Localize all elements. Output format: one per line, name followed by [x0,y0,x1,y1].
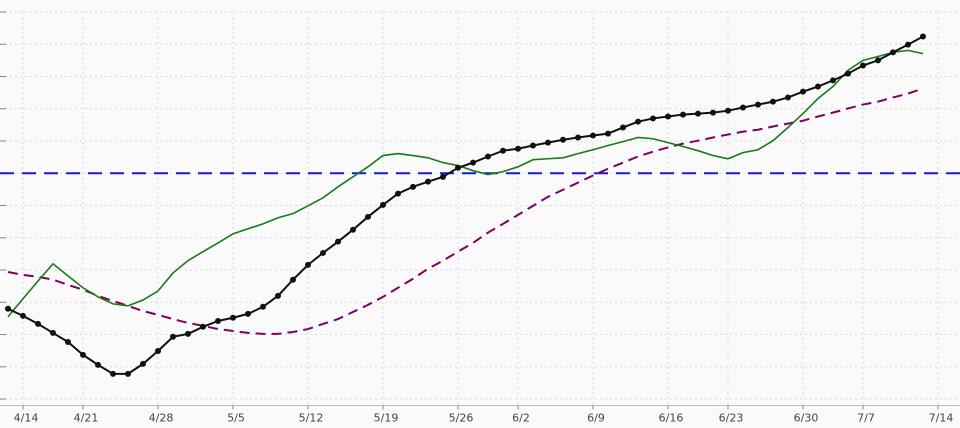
point [680,111,686,118]
point [860,62,866,69]
point [110,370,116,377]
point [455,164,461,171]
x-tick-label: 4/28 [149,412,174,425]
point [170,333,176,340]
point [140,360,146,367]
point [485,153,491,160]
point [740,104,746,111]
point [95,361,101,368]
point [725,107,731,114]
point [440,173,446,180]
x-tick-label: 6/9 [587,412,605,425]
x-tick-label: 6/30 [794,412,819,425]
series-line [7,49,924,318]
x-tick-label: 4/14 [14,412,39,425]
x-tick-label: 5/12 [299,412,324,425]
series-line [7,87,924,335]
point [590,132,596,139]
point [80,351,86,358]
point [530,142,536,149]
x-tick-label: 5/5 [227,412,245,425]
point [800,88,806,95]
point [35,320,41,327]
point [395,190,401,197]
point [125,370,131,377]
point [65,338,71,345]
point [230,314,236,321]
x-tick-label: 7/14 [929,412,954,425]
point [635,118,641,125]
point [155,347,161,354]
point [5,305,11,312]
point [905,41,911,48]
x-tick-label: 7/7 [857,412,875,425]
point [710,109,716,116]
point [785,94,791,101]
x-tick-label: 5/19 [374,412,399,425]
point [875,57,881,64]
point [890,49,896,56]
point [350,226,356,233]
point [770,98,776,105]
point [410,183,416,190]
point [665,113,671,120]
point [335,238,341,245]
point [545,139,551,146]
x-tick-label: 6/2 [512,412,530,425]
point [185,330,191,337]
point [470,159,476,166]
point [755,101,761,108]
point [605,130,611,137]
point [260,303,266,310]
point [275,292,281,299]
point [200,323,206,330]
x-tick-label: 6/16 [659,412,684,425]
point [215,317,221,324]
point [305,261,311,268]
point [575,134,581,141]
x-tick-label: 4/21 [74,412,99,425]
point [425,178,431,185]
point [695,110,701,117]
point [20,312,26,319]
point [830,77,836,84]
point [560,136,566,143]
point [620,124,626,131]
point [365,213,371,220]
point [245,310,251,317]
point [515,145,521,152]
x-tick-label: 5/26 [449,412,474,425]
point [380,201,386,208]
point [650,115,656,122]
point [290,276,296,283]
point [815,83,821,90]
point [500,147,506,154]
point [50,329,56,336]
point [845,70,851,77]
point [320,249,326,256]
x-tick-label: 6/23 [719,412,744,425]
point [920,33,926,40]
